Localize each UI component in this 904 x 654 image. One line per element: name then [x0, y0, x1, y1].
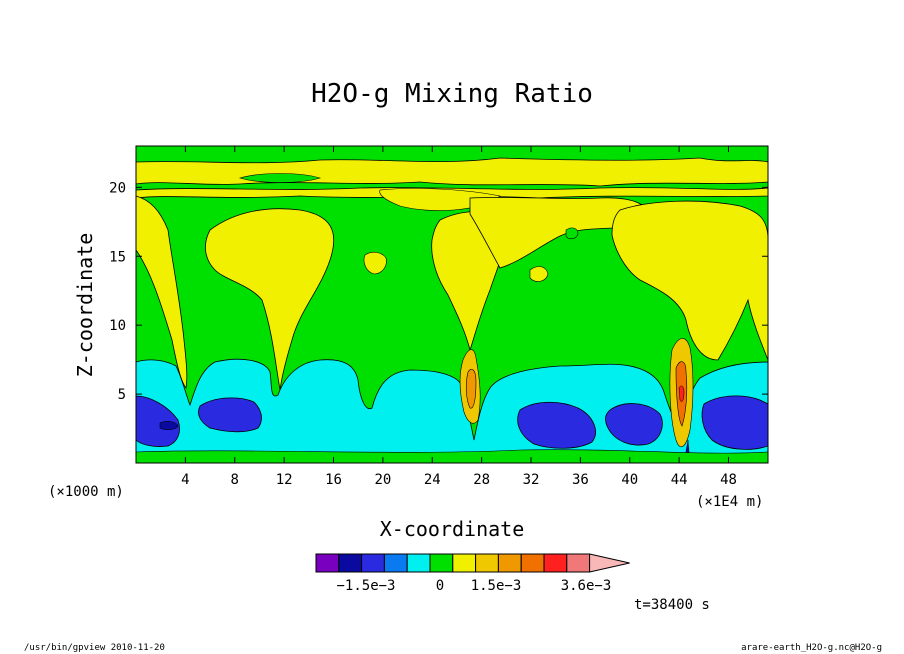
y-tick-label: 5 — [118, 387, 126, 403]
time-label: t=38400 s — [634, 597, 710, 613]
x-tick-label: 24 — [424, 472, 441, 488]
y-tick-label: 15 — [109, 249, 126, 265]
x-tick-label: 12 — [276, 472, 293, 488]
colorbar-label: −1.5e−3 — [336, 578, 395, 594]
cyan-layer — [136, 358, 768, 463]
blue-core-1 — [136, 395, 180, 447]
colorbar-swatch — [452, 553, 477, 573]
colorbar-swatch — [406, 553, 431, 573]
x-tick-label: 32 — [523, 472, 540, 488]
colorbar-swatch — [429, 553, 454, 573]
colorbar: −1.5e−3 0 1.5e−3 3.6e−3 — [315, 553, 630, 594]
blue-core-5 — [701, 395, 768, 450]
green-gap — [238, 173, 322, 183]
colorbar-label: 1.5e−3 — [471, 578, 522, 594]
green-blob — [565, 227, 579, 240]
plume-1-inner — [465, 369, 477, 409]
x-unit-left: (×1000 m) — [48, 484, 124, 500]
colorbar-swatch — [338, 553, 363, 573]
blue-core-3 — [517, 401, 596, 449]
x-axis: 4 8 12 16 20 24 28 32 36 40 44 48 — [181, 146, 737, 488]
yellow-plume-1 — [136, 195, 188, 390]
colorbar-label: 0 — [436, 578, 444, 594]
footer-left: /usr/bin/gpview 2010-11-20 — [24, 643, 165, 653]
surface-strip — [136, 449, 768, 463]
x-tick-label: 36 — [572, 472, 589, 488]
colorbar-arrow — [589, 553, 630, 573]
x-tick-label: 40 — [621, 472, 638, 488]
yellow-blob — [363, 251, 387, 275]
x-tick-label: 20 — [374, 472, 391, 488]
y-axis: 5 10 15 20 — [109, 180, 768, 403]
colorbar-swatch — [475, 553, 499, 573]
x-tick-label: 28 — [473, 472, 490, 488]
y-tick-label: 10 — [109, 318, 126, 334]
blue-core-4 — [605, 403, 663, 446]
colorbar-swatch — [543, 553, 568, 573]
x-tick-label: 8 — [231, 472, 239, 488]
colorbar-label: 3.6e−3 — [561, 578, 612, 594]
x-axis-label: X-coordinate — [380, 517, 525, 541]
footer-right: arare-earth_H2O-g.nc@H2O-g — [741, 643, 882, 653]
colorbar-swatch — [383, 553, 408, 573]
yellow-plume-5 — [611, 200, 768, 361]
upper-yellow-band — [136, 157, 768, 187]
x-tick-label: 16 — [325, 472, 342, 488]
plot-frame — [135, 145, 769, 464]
y-tick-label: 20 — [109, 180, 126, 196]
x-tick-label: 48 — [720, 472, 737, 488]
x-tick-label: 4 — [181, 472, 189, 488]
chart-title: H2O-g Mixing Ratio — [311, 79, 593, 109]
yellow-plume-2 — [205, 208, 335, 391]
colorbar-swatch — [361, 553, 385, 573]
yellow-blob-2 — [529, 266, 549, 282]
plume-2-core — [678, 385, 685, 402]
plot-area — [136, 146, 768, 463]
x-tick-label: 44 — [671, 472, 688, 488]
x-unit-right: (×1E4 m) — [696, 494, 763, 510]
blue-core-2 — [198, 397, 262, 433]
y-axis-label: Z-coordinate — [73, 233, 97, 378]
colorbar-swatch — [566, 553, 591, 573]
colorbar-swatch — [315, 553, 340, 573]
colorbar-swatch — [520, 553, 545, 573]
navy-core — [159, 421, 179, 431]
colorbar-swatch — [497, 553, 522, 573]
